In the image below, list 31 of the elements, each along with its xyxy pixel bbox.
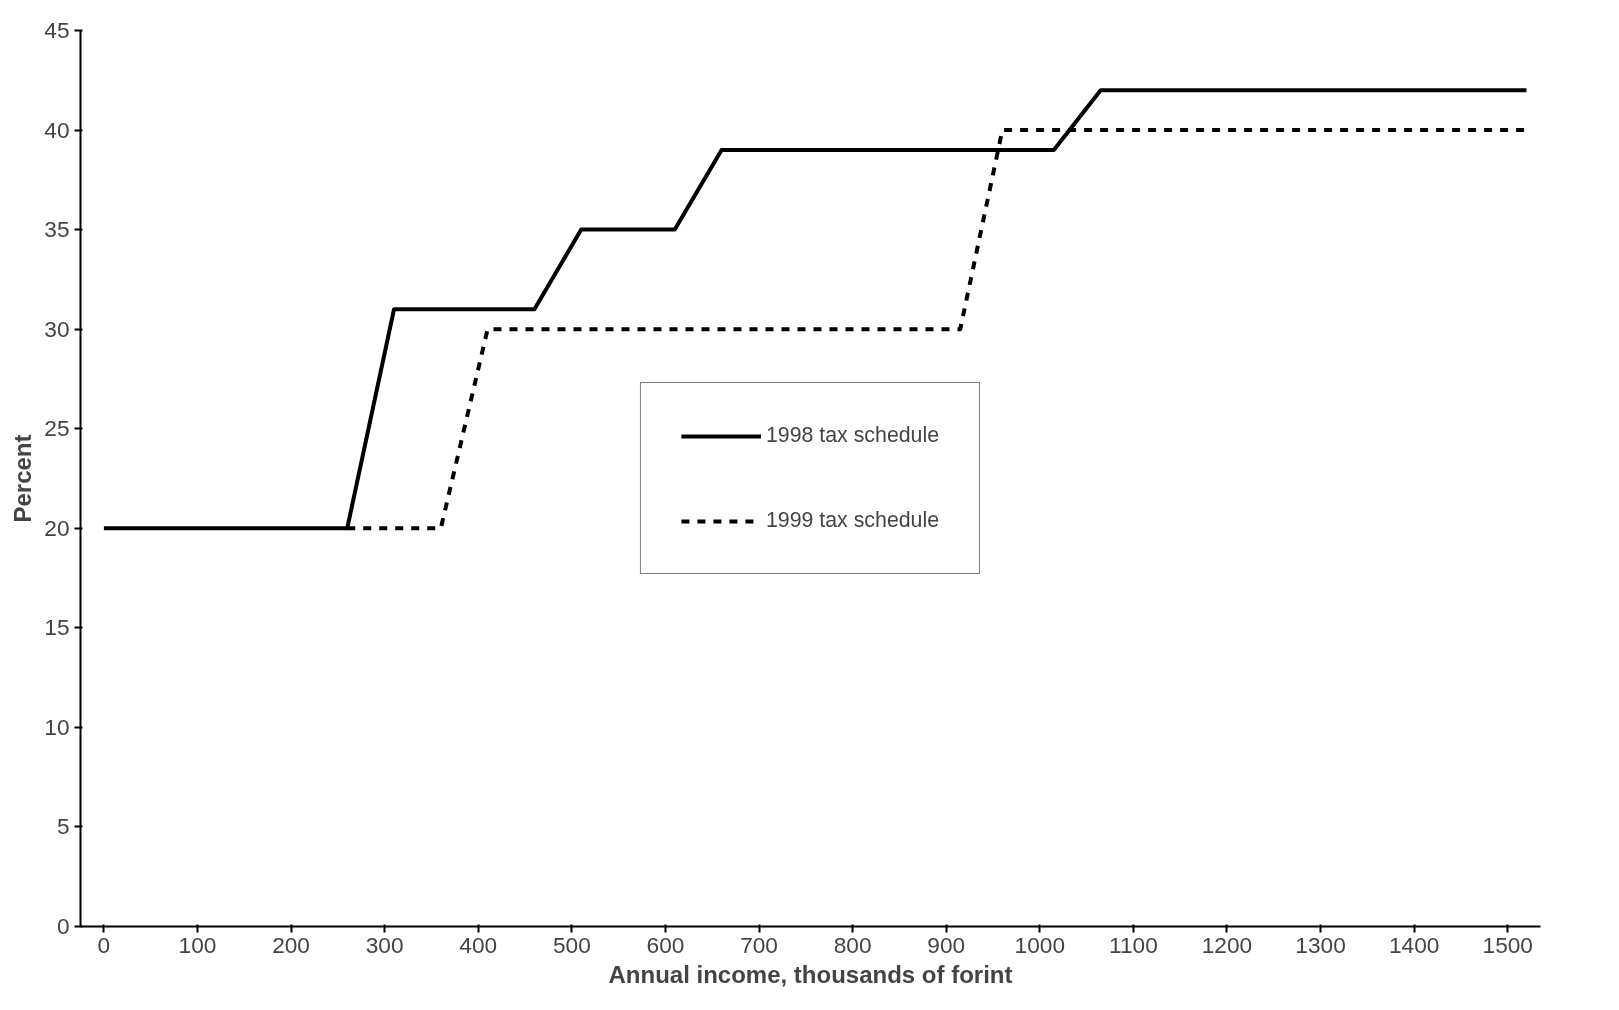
y-tick-label: 30 [44,315,70,342]
x-tick-label: 400 [459,931,498,958]
x-tick-label: 1500 [1482,931,1533,958]
y-axis-title: Percent [9,434,37,523]
x-axis-title: Annual income, thousands of forint [608,960,1013,988]
x-tick-label: 100 [178,931,217,958]
y-tick-label: 45 [44,17,70,43]
x-tick-label: 200 [272,931,310,958]
x-tick-label: 1100 [1109,931,1158,958]
legend-label: 1998 tax schedule [765,423,940,448]
y-tick-label: 35 [44,216,70,243]
y-tick-label: 40 [44,116,70,143]
y-tick-label: 15 [44,614,70,641]
y-tick-label: 0 [56,913,70,939]
x-tick-label: 1200 [1201,931,1253,958]
y-tick-label: 20 [44,514,70,541]
y-tick-label: 25 [44,415,70,442]
x-tick-label: 1400 [1388,931,1440,958]
legend-label: 1999 tax schedule [765,508,940,533]
line-series [101,88,1529,531]
x-tick-label: 900 [927,931,966,958]
y-tick-label: 10 [44,713,70,740]
x-tick-label: 300 [365,931,404,958]
x-tick-label: 1000 [1014,931,1065,958]
x-tick-label: 700 [740,931,778,958]
y-tick-label: 5 [56,813,70,840]
x-tick-label: 0 [97,931,111,958]
x-tick-label: 600 [646,931,685,958]
x-tick-label: 800 [833,931,872,958]
x-tick-label: 1300 [1295,931,1346,958]
x-tick-label: 500 [552,931,591,958]
